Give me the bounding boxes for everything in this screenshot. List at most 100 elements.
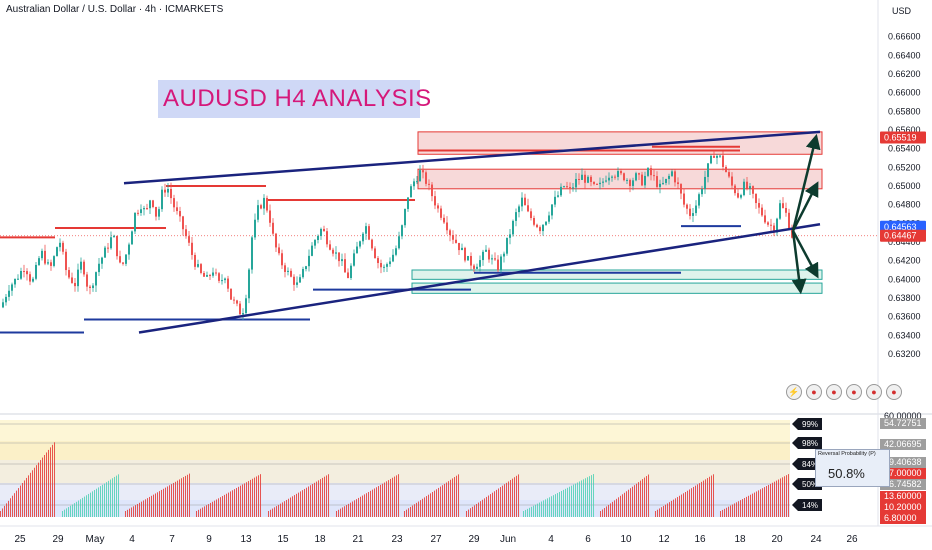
reversal-probability-label: Reversal Probability (P) xyxy=(818,451,876,457)
histogram-bar xyxy=(541,501,542,517)
probability-tag xyxy=(792,478,822,490)
histogram-bar xyxy=(563,489,564,517)
indicator-tick-label: 42.06695 xyxy=(884,439,922,449)
histogram-bar xyxy=(701,481,702,517)
candle-body xyxy=(32,278,34,282)
candle-body xyxy=(290,270,292,277)
histogram-bar xyxy=(667,503,668,517)
histogram-bar xyxy=(752,493,753,517)
histogram-bar xyxy=(151,495,152,517)
histogram-bar xyxy=(10,498,11,517)
histogram-bar xyxy=(432,492,433,517)
us-flag-icon[interactable]: ● xyxy=(846,384,862,400)
histogram-bar xyxy=(486,496,487,517)
histogram-bar xyxy=(70,505,71,517)
histogram-bar xyxy=(159,491,160,517)
histogram-bar xyxy=(104,483,105,517)
candle-body xyxy=(17,278,19,280)
histogram-bar xyxy=(683,493,684,517)
histogram-bar xyxy=(6,503,7,517)
trendlines-layer xyxy=(123,130,821,334)
candles-layer xyxy=(2,150,793,320)
event-icons[interactable]: ⚡ ● ● ● ● ● xyxy=(786,384,902,402)
price-tick-label: 0.65800 xyxy=(888,106,921,116)
candle-body xyxy=(626,179,628,181)
histogram-bar xyxy=(616,498,617,517)
histogram-bar xyxy=(4,505,5,517)
candle-body xyxy=(44,250,46,264)
price-axis[interactable]: 0.66600 0.66400 0.66200 0.66000 0.65800 0.656… xyxy=(880,32,926,359)
histogram-bar xyxy=(622,494,623,517)
histogram-bar xyxy=(74,503,75,517)
trendline xyxy=(123,130,821,185)
histogram-bar xyxy=(606,506,607,517)
candle-body xyxy=(776,218,778,233)
indicator-tick-label: 13.60000 xyxy=(884,491,922,501)
histogram-bar xyxy=(96,488,97,517)
histogram-bar xyxy=(537,503,538,517)
candle-body xyxy=(389,261,391,265)
histogram-bar xyxy=(220,497,221,517)
candle-body xyxy=(407,197,409,209)
histogram-bar xyxy=(442,485,443,517)
histogram-bar xyxy=(78,500,79,517)
candle-body xyxy=(320,228,322,237)
histogram-bar xyxy=(288,498,289,517)
histogram-bar xyxy=(394,476,395,517)
time-axis[interactable]: 25 29 May 4 7 9 13 15 18 21 23 27 29 Jun 4 6 10 12 16 18 20 2… xyxy=(0,525,932,545)
histogram-bar xyxy=(112,478,113,517)
candle-body xyxy=(533,218,535,225)
projection-arrow xyxy=(791,230,819,279)
time-tick-label: 9 xyxy=(206,534,212,545)
us-flag-icon[interactable]: ● xyxy=(866,384,882,400)
histogram-bar xyxy=(642,479,643,517)
probability-band xyxy=(0,420,790,441)
candle-body xyxy=(575,178,577,188)
candle-body xyxy=(635,173,637,181)
histogram-bar xyxy=(724,508,725,517)
price-tick-label: 0.64400 xyxy=(888,237,921,247)
currency-label: USD xyxy=(892,6,912,16)
candle-body xyxy=(734,185,736,194)
candle-body xyxy=(404,208,406,226)
candle-body xyxy=(125,254,127,264)
histogram-bar xyxy=(226,493,227,517)
histogram-bar xyxy=(372,489,373,517)
lightning-icon[interactable]: ⚡ xyxy=(786,384,802,400)
histogram-bar xyxy=(585,478,586,517)
histogram-bar xyxy=(740,500,741,517)
histogram-bar xyxy=(108,480,109,517)
us-flag-icon[interactable]: ● xyxy=(886,384,902,400)
histogram-bar xyxy=(308,486,309,517)
histogram-bar xyxy=(306,487,307,517)
histogram-bar xyxy=(358,497,359,517)
candle-body xyxy=(587,176,589,183)
histogram-bar xyxy=(388,480,389,517)
price-tag-label: 0.64467 xyxy=(884,231,917,241)
candle-body xyxy=(569,187,571,189)
histogram-bar xyxy=(770,483,771,517)
histogram-bar xyxy=(504,484,505,517)
candle-body xyxy=(344,259,346,273)
candle-body xyxy=(359,241,361,247)
candle-body xyxy=(530,211,532,219)
candle-body xyxy=(101,257,103,264)
candle-body xyxy=(371,239,373,249)
price-tick-label: 0.63200 xyxy=(888,349,921,359)
histogram-bar xyxy=(340,508,341,517)
histogram-bar xyxy=(518,474,519,517)
us-flag-icon[interactable]: ● xyxy=(826,384,842,400)
indicator-tag xyxy=(880,418,926,429)
histogram-bar xyxy=(24,480,25,517)
candle-body xyxy=(281,253,283,266)
us-flag-icon[interactable]: ● xyxy=(806,384,822,400)
histogram-bar xyxy=(92,491,93,517)
histogram-bar xyxy=(169,485,170,517)
candle-body xyxy=(305,266,307,270)
candle-body xyxy=(620,171,622,174)
histogram-bar xyxy=(286,499,287,517)
histogram-bar xyxy=(230,491,231,517)
histogram-bar xyxy=(254,477,255,517)
histogram-bar xyxy=(734,503,735,517)
